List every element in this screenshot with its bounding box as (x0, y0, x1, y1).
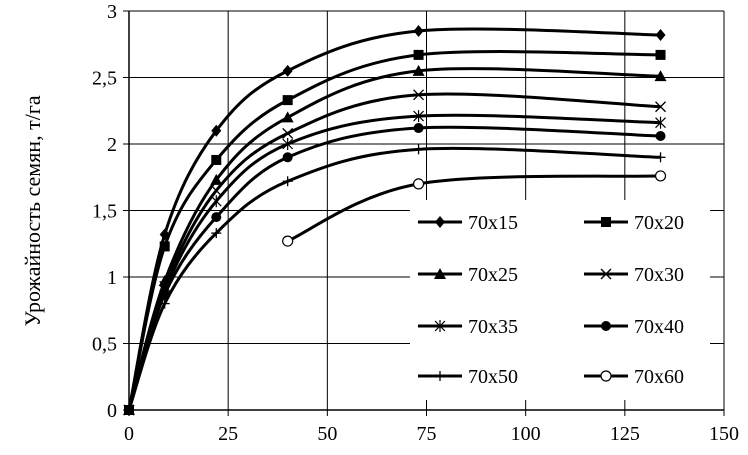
diamond-marker (282, 64, 293, 77)
plus-marker (124, 405, 134, 415)
plus-marker (282, 176, 293, 187)
triangle-marker (654, 70, 667, 82)
series-line (287, 174, 661, 243)
plus-marker (159, 298, 170, 309)
triangle-marker (210, 173, 223, 185)
x-marker (413, 89, 425, 101)
legend-label: 70х60 (634, 366, 684, 388)
series-1 (124, 24, 666, 416)
x-tick-label: 50 (317, 423, 337, 445)
asterisk-marker (210, 195, 222, 208)
x-marker (600, 268, 612, 280)
y-tick-label: 3 (107, 1, 117, 23)
legend-label: 70х30 (634, 264, 684, 286)
x-tick-label: 0 (124, 423, 134, 445)
square-marker (282, 95, 293, 106)
legend-item: 70х15 (418, 212, 518, 234)
y-axis-title: Урожайность семян, т/га (20, 95, 45, 326)
legend-background (410, 200, 710, 400)
circle-marker (601, 321, 611, 331)
legend-item: 70х40 (584, 316, 684, 338)
legend-item: 70х60 (584, 366, 684, 388)
square-marker (655, 49, 666, 60)
circle-marker (655, 131, 666, 142)
triangle-marker (434, 268, 446, 279)
circle-marker (282, 152, 293, 163)
series-7 (124, 144, 666, 415)
x-marker (655, 101, 666, 113)
legend-label: 70х25 (468, 264, 518, 286)
triangle-marker (281, 111, 294, 123)
asterisk-marker (434, 320, 446, 332)
legend-item: 70х25 (418, 264, 518, 286)
circle-marker (413, 123, 424, 134)
x-marker (210, 185, 222, 197)
diamond-marker (211, 124, 222, 137)
plus-marker (413, 144, 424, 155)
y-tick-label: 2,5 (92, 68, 117, 90)
open-circle-marker (600, 370, 612, 382)
open-circle-marker (654, 170, 667, 182)
plus-marker (435, 371, 445, 381)
legend-item: 70х50 (418, 366, 518, 388)
diamond-marker (435, 216, 445, 228)
legend-item: 70х30 (584, 264, 684, 286)
legend-label: 70х50 (468, 366, 518, 388)
plus-marker (655, 152, 666, 163)
x-tick-label: 75 (417, 423, 437, 445)
asterisk-marker (655, 116, 666, 129)
diamond-marker (655, 28, 666, 41)
y-tick-label: 1,5 (92, 201, 117, 223)
square-marker (601, 217, 611, 227)
square-marker (211, 154, 222, 165)
legend-label: 70х35 (468, 316, 518, 338)
series-line (127, 50, 661, 411)
triangle-marker (412, 64, 425, 76)
series-line (127, 146, 661, 411)
circle-marker (211, 212, 222, 223)
open-circle-marker (282, 235, 294, 247)
open-circle-marker (412, 178, 425, 190)
legend-item: 70х20 (584, 212, 684, 234)
asterisk-marker (413, 110, 424, 123)
square-marker (159, 241, 170, 252)
legend-label: 70х20 (634, 212, 684, 234)
x-tick-label: 150 (709, 423, 739, 445)
series-layer (123, 24, 667, 416)
square-marker (413, 49, 424, 60)
series-line (127, 125, 661, 411)
legend-item: 70х35 (418, 316, 518, 338)
x-tick-label: 125 (610, 423, 640, 445)
y-tick-label: 2 (107, 134, 117, 156)
y-tick-label: 0 (107, 400, 117, 422)
x-marker (282, 127, 294, 139)
y-tick-label: 0,5 (92, 334, 117, 356)
asterisk-marker (282, 138, 294, 150)
series-line (127, 27, 661, 411)
x-tick-label: 25 (218, 423, 238, 445)
x-tick-label: 100 (511, 423, 541, 445)
series-6 (124, 123, 666, 415)
plus-marker (211, 228, 222, 239)
y-tick-label: 1 (107, 267, 117, 289)
legend-label: 70х15 (468, 212, 518, 234)
diamond-marker (413, 24, 424, 37)
legend-label: 70х40 (634, 316, 684, 338)
axes: 0 25 50 75 100 125 150 0 0,5 1 1,5 2 2,5 3 (92, 1, 739, 445)
legend: 70х15 70х20 70х25 70х30 70х35 70х40 70х50 70х60 (410, 200, 710, 400)
series-8 (282, 170, 667, 247)
